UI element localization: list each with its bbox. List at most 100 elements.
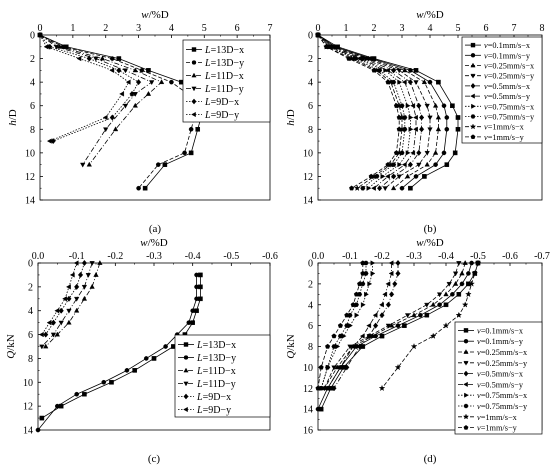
data-point [194,308,199,314]
x-tick-label: 0 [38,23,43,34]
series-3 [37,32,165,167]
data-point [182,150,187,156]
chart-panel-1: 0 1 2 3 4 5 6 702468101214w/%Dh/D(a)L=13D−xL=13… [7,9,273,235]
data-point [404,173,411,179]
data-point [360,186,366,191]
legend-item: L=13D−x [186,45,244,56]
x-tick-label: -0.7 [534,251,550,262]
data-point [194,284,199,290]
data-point [444,126,450,132]
data-point [81,295,88,301]
data-point [366,322,372,329]
data-point [62,296,67,302]
legend-label: v=0.25mm/s−y [484,72,535,81]
data-point [401,79,407,85]
data-point [122,68,129,74]
data-point [443,291,449,297]
data-point [112,126,119,132]
data-point [413,126,418,132]
data-point [429,332,437,339]
legend-label: v=1mm/s−y [477,424,518,433]
data-point [74,391,79,397]
x-tick-label: 2 [372,23,377,34]
x-tick-label: 3 [400,23,405,34]
data-point [76,55,82,62]
legend: L=13D−x L=13D−y L=11D−x L=11D−y L=9D−x L=9D−y [174,334,271,418]
legend-label: L=11D−y [204,84,244,95]
data-point [465,290,472,298]
legend-label: L=13D−x [204,45,244,56]
data-point [435,114,442,120]
legend-marker [191,47,197,52]
y-tick-label: 6 [28,330,33,341]
data-point [410,343,418,350]
data-point [393,103,399,108]
legend-item: L=11D−y [178,379,236,390]
data-point [380,173,386,180]
data-point [82,391,87,397]
legend-box [182,39,271,123]
y-tick-label: 10 [23,378,33,389]
series-6 [37,32,131,144]
y-axis-label: h/D [285,109,297,126]
data-point [413,80,419,86]
data-point [346,55,352,61]
legend-item: v=0.25mm/s−x [458,348,528,357]
data-point [349,185,355,191]
legend-item: v=1mm/s−x [458,413,518,422]
data-point [65,284,71,290]
series-6 [324,260,394,391]
legend-label: L=11D−x [204,71,244,82]
data-point [318,364,324,370]
legend-label: L=9D−x [196,392,231,403]
data-point [331,385,337,392]
data-point [325,343,331,349]
legend-item: v=1mm/s−x [465,123,525,132]
data-point [53,44,60,50]
x-tick-label: 7 [512,23,517,34]
x-tick-label: 5 [202,23,207,34]
legend-marker [191,98,197,105]
x-axis-label: w/%D [141,9,169,21]
chart-panel-2: 0 1 2 3 4 5 6 7 802468101214w/%Dh/D(b)v=0.1mm/s−… [285,9,545,235]
series-4 [37,33,155,168]
data-point [54,331,60,337]
legend-label: v=0.25mm/s−y [477,359,528,368]
data-point [452,280,459,286]
data-point [379,312,385,319]
y-tick-label: 8 [28,354,33,365]
data-point [85,273,91,278]
y-tick-label: 0 [28,259,33,270]
data-point [81,259,87,267]
data-point [379,302,384,308]
y-tick-label: 6 [308,321,313,332]
data-point [456,292,462,297]
data-point [186,320,192,325]
series-8 [318,260,369,391]
x-tick-label: 0 [316,23,321,34]
data-point [396,68,402,74]
data-point [413,68,419,73]
data-point [462,260,468,265]
y-tick-label: 16 [303,426,313,437]
data-point [350,343,356,350]
data-point [97,260,103,265]
legend-item: L=13D−y [178,353,236,364]
data-point [198,296,203,302]
legend-marker [470,73,476,79]
legend-marker [470,93,475,99]
y-tick-label: 14 [303,405,313,416]
data-point [109,56,115,61]
y-tick-label: 2 [30,54,35,65]
series-4 [321,261,462,392]
legend-item: v=1mm/s−y [458,424,518,433]
data-point [404,313,411,319]
data-point [413,174,419,179]
legend-label: L=11D−x [196,366,236,377]
legend-marker [191,111,196,118]
data-point [452,150,458,156]
data-point [392,280,398,287]
data-point [101,379,107,385]
data-point [383,67,389,74]
